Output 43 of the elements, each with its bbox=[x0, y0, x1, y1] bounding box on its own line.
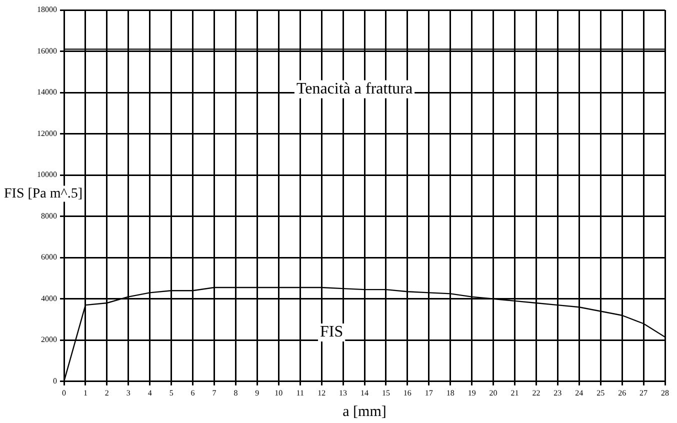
x-tick-label: 21 bbox=[510, 388, 519, 398]
x-tick-label: 1 bbox=[83, 388, 88, 398]
y-tick-label: 12000 bbox=[37, 128, 57, 138]
x-tick-label: 17 bbox=[424, 388, 433, 398]
x-tick-label: 20 bbox=[489, 388, 498, 398]
x-tick-label: 4 bbox=[148, 388, 152, 398]
x-tick-label: 25 bbox=[596, 388, 605, 398]
x-tick-label: 28 bbox=[661, 388, 669, 398]
y-tick-label: 2000 bbox=[41, 335, 57, 344]
y-axis-title: FIS [Pa m^.5] bbox=[4, 186, 83, 202]
x-tick-label: 19 bbox=[468, 388, 476, 398]
x-tick-label: 6 bbox=[190, 388, 195, 398]
x-tick-label: 26 bbox=[618, 388, 626, 398]
x-tick-label: 3 bbox=[126, 388, 130, 398]
x-tick-label: 12 bbox=[318, 388, 326, 398]
x-axis-title: a [mm] bbox=[342, 404, 386, 420]
x-tick-label: 23 bbox=[554, 388, 562, 398]
y-tick-label: 6000 bbox=[41, 252, 57, 262]
x-tick-label: 2 bbox=[104, 388, 109, 398]
x-tick-label: 14 bbox=[360, 388, 368, 398]
y-tick-label: 4000 bbox=[41, 294, 57, 303]
y-tick-label: 8000 bbox=[41, 211, 57, 220]
x-tick-label: 11 bbox=[296, 388, 304, 398]
x-tick-label: 16 bbox=[403, 388, 412, 398]
x-tick-label: 18 bbox=[446, 388, 454, 398]
y-tick-label: 18000 bbox=[37, 5, 57, 14]
x-tick-label: 5 bbox=[169, 388, 174, 398]
x-tick-label: 10 bbox=[274, 388, 283, 398]
x-tick-label: 7 bbox=[212, 388, 216, 398]
x-tick-label: 22 bbox=[532, 388, 540, 398]
text: FIS bbox=[320, 324, 344, 341]
y-tick-label: 10000 bbox=[37, 170, 57, 180]
x-tick-label: 15 bbox=[382, 388, 390, 398]
y-tick-label: 16000 bbox=[37, 46, 57, 56]
x-tick-label: 9 bbox=[255, 388, 260, 398]
x-tick-label: 8 bbox=[234, 388, 238, 398]
y-tick-label: 14000 bbox=[37, 88, 57, 97]
x-tick-label: 24 bbox=[575, 388, 584, 398]
x-tick-label: 27 bbox=[640, 388, 648, 398]
x-tick-label: 13 bbox=[339, 388, 348, 398]
ref-line-label: Tenacità a frattura bbox=[296, 80, 413, 98]
x-tick-label: 0 bbox=[62, 388, 66, 398]
y-tick-label: 0 bbox=[53, 376, 57, 386]
